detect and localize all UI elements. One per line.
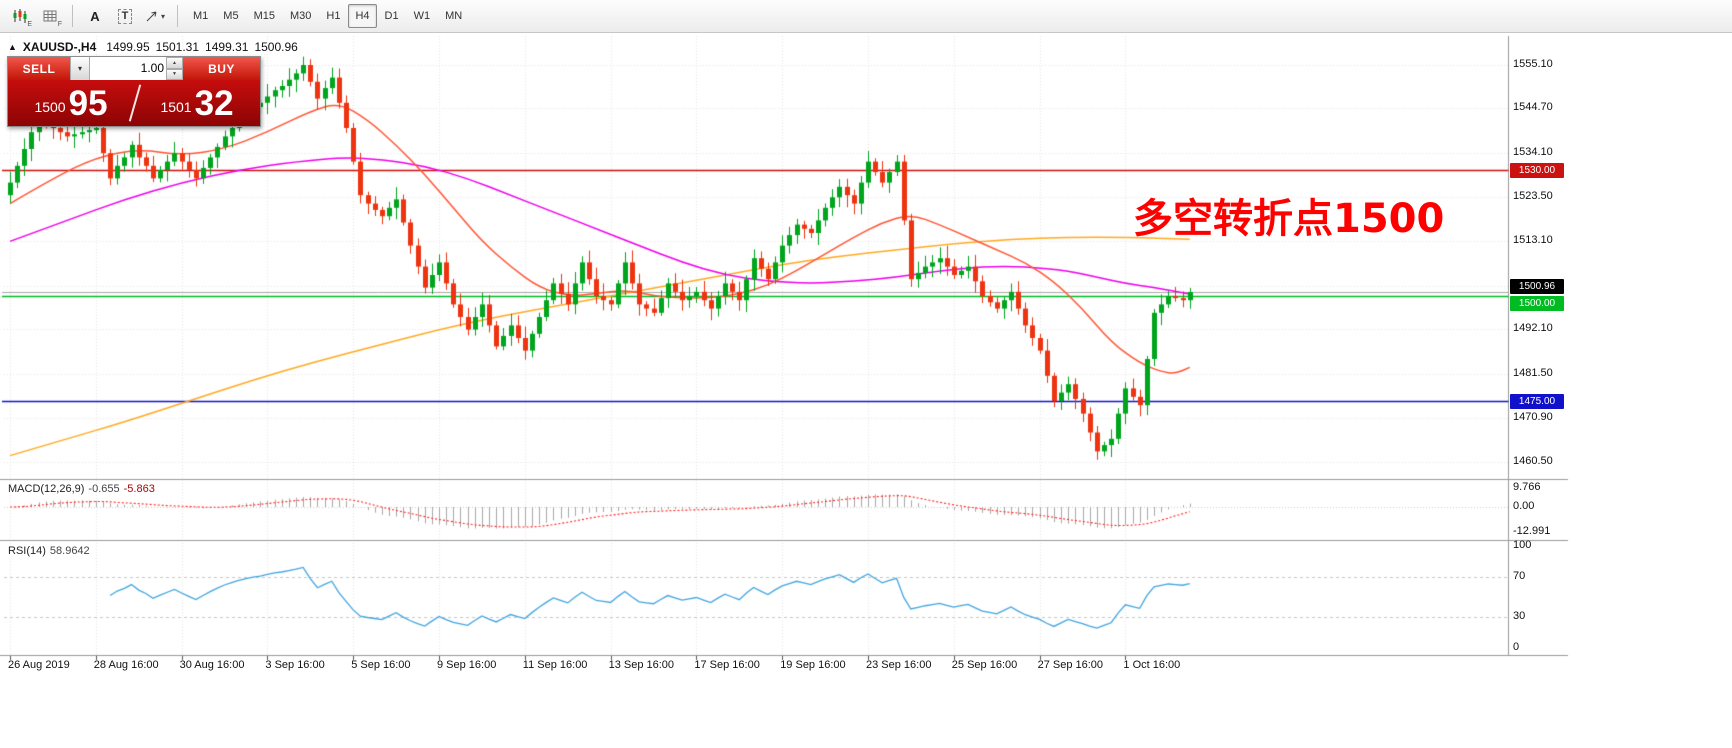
macd-signal-value: -5.863: [123, 483, 155, 495]
timeframe-button-h1[interactable]: H1: [326, 10, 341, 22]
ask-price-display[interactable]: 1501 32: [134, 80, 260, 126]
ask-price-pips: 32: [194, 83, 234, 123]
chart-style-candles-button[interactable]: E: [6, 3, 34, 29]
icon-sub-label: F: [57, 21, 62, 28]
symbol-timeframe-label: XAUUSD-,H4: [22, 40, 97, 54]
volume-input[interactable]: [90, 57, 164, 78]
letter-a-icon: A: [90, 8, 100, 24]
icon-sub-label: E: [27, 21, 32, 28]
volume-increase-button[interactable]: ▲: [166, 57, 182, 69]
timeframe-buttons: M1 M5 M15 M30 H1 H4 D1 W1 MN: [186, 4, 469, 28]
timeframe-button-m5[interactable]: M5: [223, 10, 239, 22]
main-toolbar: E F A T ▾ M1 M5 M15 M30 H1 H4 D1 W1 MN: [0, 0, 1732, 33]
candlestick-chart-icon: [13, 9, 27, 23]
bar-close-value: 1500.96: [254, 40, 298, 54]
grid-icon: [43, 10, 57, 22]
sell-button[interactable]: SELL: [8, 57, 70, 80]
rsi-name: RSI(14): [8, 545, 46, 557]
arrow-shape-icon: [146, 11, 157, 22]
macd-value: -0.655: [88, 483, 120, 495]
timeframe-button-m30[interactable]: M30: [289, 10, 312, 22]
text-tool-button[interactable]: A: [81, 3, 109, 29]
volume-spinners: ▲ ▼: [166, 57, 182, 80]
bid-price-main: 1500: [34, 99, 66, 115]
ask-price-main: 1501: [160, 99, 192, 115]
toolbar-separator: [177, 5, 178, 27]
macd-name: MACD(12,26,9): [8, 483, 85, 495]
bar-open-value: 1499.95: [106, 40, 150, 54]
chart-style-grid-button[interactable]: F: [36, 3, 64, 29]
rsi-value: 58.9642: [49, 545, 90, 557]
timeframe-button-h4[interactable]: H4: [348, 4, 377, 28]
chart-ohlc-header: ▲ XAUUSD-,H4 1499.95 1501.31 1499.31 150…: [8, 40, 304, 54]
chart-annotation-text: 多空转折点1500: [1133, 196, 1445, 242]
toolbar-separator: [72, 5, 73, 27]
trade-controls-row: SELL ▾ ▲ ▼ BUY: [8, 57, 260, 80]
symbol-marker-icon: ▲: [8, 42, 17, 52]
timeframe-button-w1[interactable]: W1: [413, 10, 431, 22]
volume-dropdown-button[interactable]: ▾: [70, 57, 90, 80]
shapes-tool-button[interactable]: ▾: [141, 3, 169, 29]
buy-button[interactable]: BUY: [183, 57, 260, 80]
bar-high-value: 1501.31: [155, 40, 200, 54]
timeframe-button-mn[interactable]: MN: [445, 10, 463, 22]
letter-t-icon: T: [117, 8, 133, 24]
text-label-tool-button[interactable]: T: [111, 3, 139, 29]
bid-price-pips: 95: [68, 83, 108, 123]
volume-field: ▲ ▼: [90, 57, 183, 80]
dropdown-caret-icon: ▾: [160, 11, 165, 21]
volume-decrease-button[interactable]: ▼: [166, 68, 182, 80]
timeframe-button-m1[interactable]: M1: [193, 10, 209, 22]
rsi-indicator-label: RSI(14) 58.9642: [8, 545, 90, 557]
macd-indicator-label: MACD(12,26,9) -0.655 -5.863: [8, 483, 155, 495]
timeframe-button-m15[interactable]: M15: [253, 10, 275, 22]
bid-price-display[interactable]: 1500 95: [8, 80, 134, 126]
bar-low-value: 1499.31: [205, 40, 249, 54]
timeframe-button-d1[interactable]: D1: [384, 10, 399, 22]
bid-ask-display: 1500 95 1501 32: [8, 80, 260, 126]
one-click-trading-panel: SELL ▾ ▲ ▼ BUY 1500 95 1501 32: [7, 56, 261, 127]
